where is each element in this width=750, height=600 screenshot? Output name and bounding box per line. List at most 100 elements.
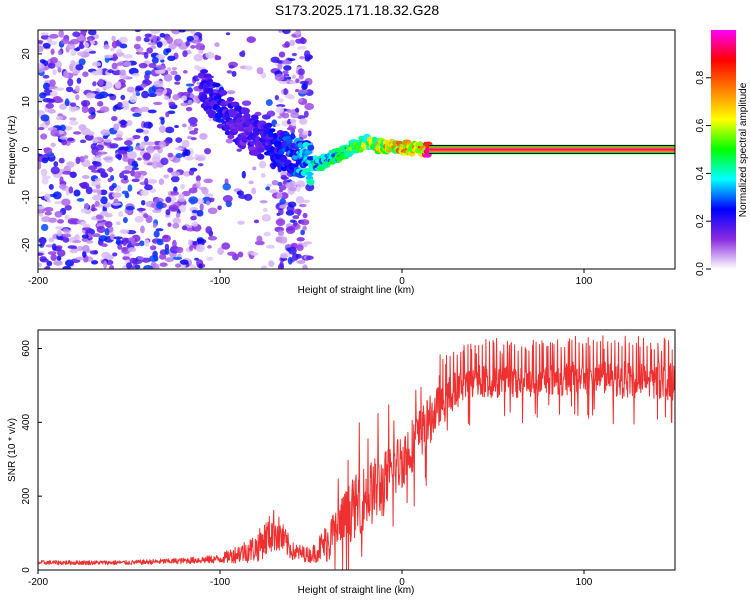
spectrogram-cell [278, 51, 286, 58]
spectrogram-cell [296, 260, 306, 264]
spectrogram-cell [62, 265, 72, 269]
spectrogram-cell [126, 86, 135, 93]
spectrogram-cell [127, 184, 133, 192]
spectrogram-cell [163, 174, 170, 179]
spectrogram-cell [97, 101, 104, 107]
spectrogram-cell [98, 91, 109, 99]
spectrogram-cell [271, 180, 279, 186]
spectrogram-cell [214, 54, 219, 61]
snr-frame [37, 329, 676, 571]
spectrogram-cell [302, 212, 308, 219]
spectrogram-cell [217, 205, 222, 211]
spectrogram-cell [97, 189, 102, 196]
spectrogram-cell [164, 126, 175, 134]
spectrogram-cell [74, 85, 80, 93]
spectrogram-cell [116, 221, 121, 226]
y-tick-label: -20 [21, 237, 32, 252]
spectrogram-cell [253, 219, 260, 224]
spectrogram-cell [277, 230, 284, 237]
spectrogram-cell [44, 193, 51, 201]
spectrogram-cell [77, 245, 84, 252]
spectrogram-cell [61, 139, 67, 146]
spectrogram-cell [41, 177, 49, 185]
spectrogram-cell [119, 69, 127, 76]
spectrogram-cell [256, 67, 264, 75]
spectrogram-cell [198, 263, 203, 269]
spectrogram-cell [298, 74, 304, 80]
spectrogram-cell [139, 240, 145, 247]
spectrogram-cell [156, 238, 164, 246]
spectrogram-cell [81, 227, 92, 231]
spectrogram-cell [291, 52, 298, 57]
spectrogram-cell [295, 253, 302, 259]
spectrogram-cell [140, 199, 146, 206]
spectrogram-cell [118, 36, 128, 43]
chart-title: S173.2025.171.18.32.G28 [275, 2, 439, 18]
spectrogram-cell [148, 86, 156, 95]
spectrogram-cell [43, 89, 53, 94]
spectrogram-cell [70, 49, 77, 57]
spectrogram-cell [41, 216, 51, 223]
spectrogram-cell [205, 200, 211, 206]
spectrogram-ridge-cell [302, 168, 312, 173]
spectrogram-cell [95, 214, 103, 220]
spectrogram-cell [217, 247, 225, 255]
spectrogram-ridge-cell [235, 113, 243, 119]
spectrogram-cell [40, 168, 48, 177]
colorbar-tick-label: 0.6 [695, 118, 706, 132]
spectrogram-cell [122, 241, 127, 247]
spectrogram-cell [80, 221, 87, 227]
spectrogram-cell [81, 245, 90, 253]
spectrogram-cell [165, 48, 172, 53]
spectrogram-cell [147, 178, 158, 184]
spectrogram-cell [117, 244, 123, 250]
spectrogram-cell [100, 210, 109, 216]
spectrogram-cell [299, 118, 308, 125]
spectrogram-cell [195, 244, 205, 253]
spectrogram-cell [287, 256, 293, 265]
spectrogram-cell [165, 36, 174, 44]
spectrogram-cell [85, 92, 96, 99]
spectrogram-cell [131, 178, 140, 183]
spectrogram-heatmap [38, 30, 675, 269]
spectrogram-cell [98, 235, 108, 242]
spectrogram-cell [168, 101, 176, 107]
spectrogram-cell [258, 160, 267, 169]
spectrogram-cell [100, 129, 110, 136]
spectrogram-cell [72, 31, 81, 38]
spectrogram-cell [238, 194, 247, 200]
x-tick-label: 100 [576, 577, 593, 588]
spectrogram-cell [248, 180, 254, 185]
spectrogram-cell [38, 63, 45, 70]
spectrogram-cell [184, 149, 191, 157]
spectrogram-cell [174, 81, 181, 85]
spectrogram-cell [56, 115, 64, 121]
spectrogram-cell [188, 116, 198, 125]
spectrogram-cell [277, 115, 283, 119]
spectrogram-cell [275, 123, 281, 127]
spectrogram-cell [191, 221, 199, 227]
spectrogram-cell [112, 53, 118, 62]
spectrogram-cell [283, 65, 292, 71]
spectrogram-cell [96, 67, 103, 76]
spectrogram-cell [176, 246, 184, 254]
spectrogram-cell [282, 70, 289, 75]
spectrogram-cell [185, 40, 190, 47]
spectrogram-cell [78, 58, 86, 66]
spectrogram-cell [199, 132, 208, 140]
spectrogram-cell [122, 216, 128, 224]
spectrogram-cell [265, 99, 273, 107]
spectrogram-cell [66, 137, 75, 142]
spectrogram-cell [178, 30, 186, 33]
spectrogram-ridge-cell [257, 147, 265, 153]
spectrogram-ridge-cell [305, 171, 314, 177]
spectrogram-cell [268, 189, 278, 194]
spectrogram-cell [121, 190, 129, 195]
spectrogram-cell [80, 208, 88, 214]
spectrogram-cell [88, 50, 97, 54]
spectrogram-ridge-cell [306, 156, 315, 161]
spectrogram-cell [187, 99, 193, 105]
spectrogram-cell [147, 109, 157, 114]
spectrogram-cell [46, 199, 52, 204]
